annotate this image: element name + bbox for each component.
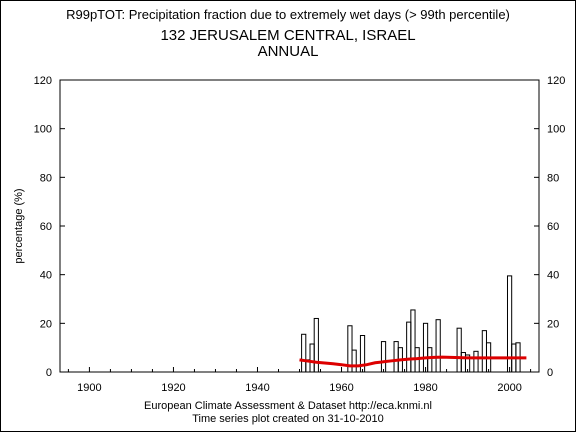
chart-station: 132 JERUSALEM CENTRAL, ISRAEL (160, 27, 416, 44)
bar (359, 335, 366, 373)
bar (309, 343, 315, 373)
footer-source: European Climate Assessment & Dataset ht… (144, 400, 432, 412)
bar (351, 349, 357, 373)
bar (464, 354, 471, 373)
x-tick-label: 1940 (245, 382, 269, 394)
bar (456, 327, 462, 373)
chart-title: R99pTOT: Precipitation fraction due to e… (66, 7, 510, 22)
bar (313, 317, 319, 373)
bar (460, 352, 466, 373)
y-axis-label: percentage (%) (13, 188, 25, 263)
bar (506, 275, 513, 373)
plot-area (59, 79, 540, 373)
y-tick-label: 0 (46, 367, 52, 379)
y-tick-label-right: 120 (547, 75, 565, 87)
axis-ticks: 0 0 20 20 40 40 60 60 80 80 100 100 120 120 1900 1920 19… (34, 75, 566, 394)
y-tick-label: 20 (40, 318, 52, 330)
chart-period: ANNUAL (257, 43, 319, 60)
bar (406, 321, 412, 373)
y-tick-label: 120 (34, 75, 52, 87)
bar (427, 347, 433, 373)
bar (301, 333, 307, 373)
y-tick-label-right: 40 (547, 270, 559, 282)
y-tick-label-right: 0 (547, 367, 553, 379)
bar (435, 319, 441, 373)
bar (380, 341, 387, 373)
y-tick-label-right: 80 (547, 172, 559, 184)
x-tick-label: 2000 (497, 382, 521, 394)
y-tick-label-right: 20 (547, 318, 559, 330)
x-tick-label: 1900 (77, 382, 101, 394)
x-tick-label: 1920 (161, 382, 185, 394)
y-tick-label: 100 (34, 124, 52, 136)
footer-created: Time series plot created on 31-10-2010 (192, 413, 384, 425)
y-tick-label: 60 (40, 221, 52, 233)
bar (422, 322, 429, 373)
y-tick-label: 80 (40, 172, 52, 184)
bar (410, 309, 416, 373)
trend-line (299, 355, 527, 368)
y-tick-label: 40 (40, 270, 52, 282)
bar (481, 330, 487, 373)
bar (473, 350, 479, 373)
y-tick-label-right: 100 (547, 124, 565, 136)
y-tick-label-right: 60 (547, 221, 559, 233)
x-tick-label: 1960 (329, 382, 353, 394)
bar (347, 325, 353, 373)
x-tick-label: 1980 (413, 382, 437, 394)
bar (393, 341, 399, 373)
